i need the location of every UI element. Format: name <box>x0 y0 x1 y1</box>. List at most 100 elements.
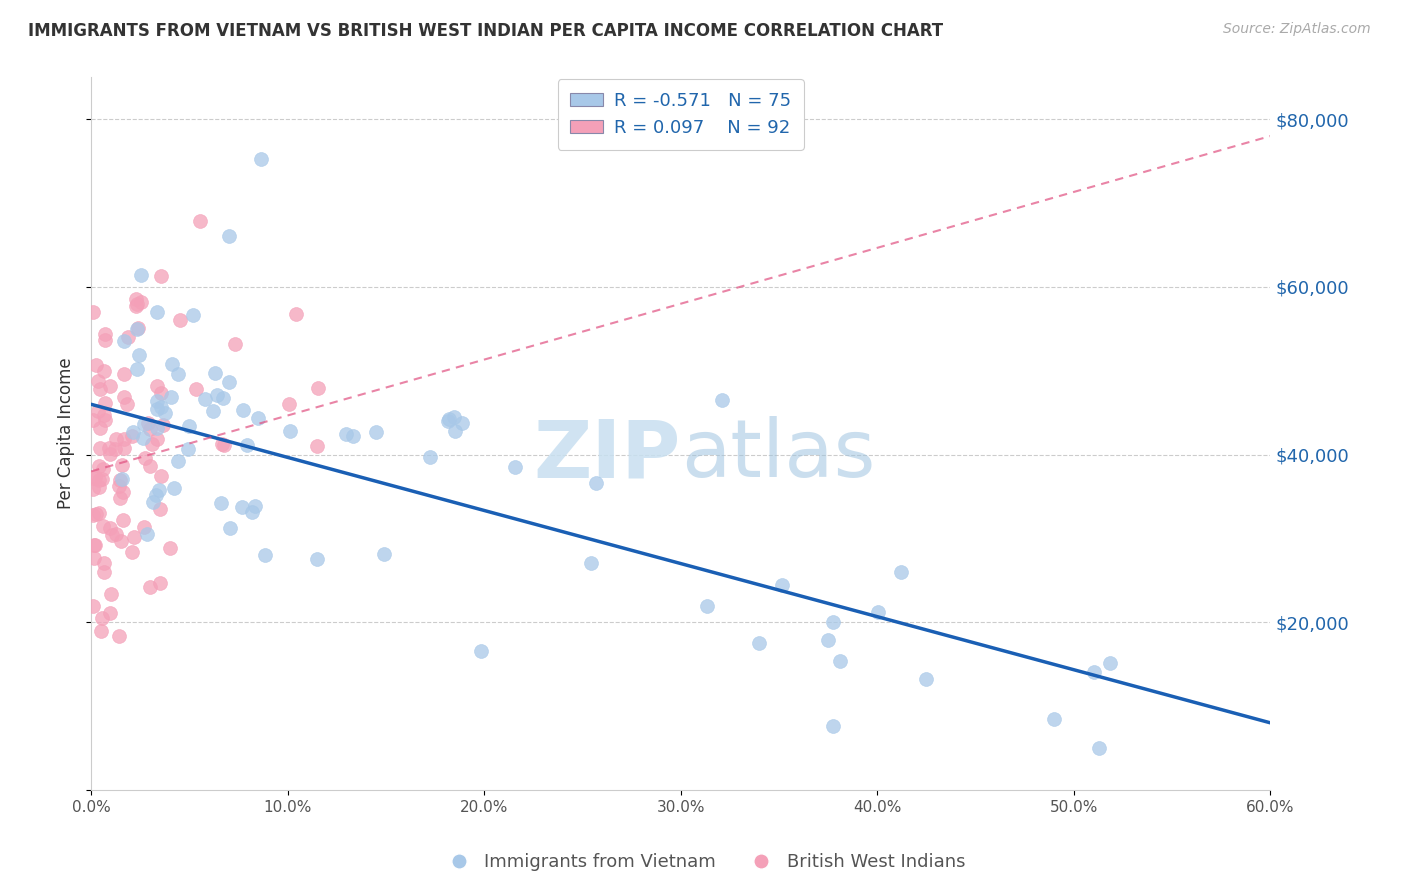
Point <box>437 414 460 428</box>
Point <box>218 229 240 244</box>
Point <box>503 459 526 474</box>
Point <box>166 367 188 381</box>
Point <box>211 437 233 451</box>
Point <box>419 450 441 464</box>
Point <box>82 471 104 485</box>
Point <box>437 411 460 425</box>
Point <box>89 382 111 396</box>
Point <box>94 396 117 410</box>
Point <box>83 550 105 565</box>
Point <box>1098 656 1121 670</box>
Point <box>1083 665 1105 679</box>
Point <box>83 538 105 552</box>
Point <box>127 320 149 334</box>
Point <box>177 419 200 434</box>
Point <box>112 484 135 499</box>
Point <box>149 385 172 400</box>
Point <box>108 473 131 487</box>
Point <box>145 394 167 409</box>
Point <box>245 499 267 513</box>
Point <box>107 629 129 643</box>
Point <box>141 437 163 451</box>
Y-axis label: Per Capita Income: Per Capita Income <box>58 358 75 509</box>
Point <box>155 406 177 420</box>
Point <box>218 376 240 390</box>
Point <box>104 442 127 457</box>
Point <box>89 442 111 456</box>
Point <box>89 480 111 494</box>
Text: IMMIGRANTS FROM VIETNAM VS BRITISH WEST INDIAN PER CAPITA INCOME CORRELATION CHA: IMMIGRANTS FROM VIETNAM VS BRITISH WEST … <box>28 22 943 40</box>
Point <box>82 413 104 427</box>
Point <box>98 521 121 535</box>
Point <box>93 556 115 570</box>
Text: Source: ZipAtlas.com: Source: ZipAtlas.com <box>1223 22 1371 37</box>
Point <box>152 418 174 433</box>
Point <box>184 382 207 396</box>
Point <box>111 513 134 527</box>
Point <box>87 506 110 520</box>
Point <box>82 599 104 613</box>
Point <box>149 268 172 283</box>
Point <box>443 409 465 424</box>
Point <box>335 427 357 442</box>
Point <box>146 402 169 417</box>
Point <box>82 482 104 496</box>
Point <box>364 425 387 439</box>
Point <box>470 643 492 657</box>
Point <box>231 500 253 514</box>
Point <box>443 424 465 438</box>
Point <box>111 458 134 472</box>
Point <box>205 388 228 402</box>
Point <box>159 541 181 555</box>
Point <box>188 214 211 228</box>
Point <box>148 483 170 497</box>
Point <box>181 308 204 322</box>
Point <box>134 520 156 534</box>
Point <box>581 556 603 570</box>
Point <box>890 565 912 579</box>
Legend: R = -0.571   N = 75, R = 0.097    N = 92: R = -0.571 N = 75, R = 0.097 N = 92 <box>558 79 804 150</box>
Point <box>249 153 271 167</box>
Point <box>112 441 135 455</box>
Point <box>240 505 263 519</box>
Point <box>1042 712 1064 726</box>
Point <box>97 441 120 455</box>
Point <box>98 606 121 620</box>
Point <box>134 417 156 432</box>
Point <box>93 333 115 347</box>
Point <box>770 578 793 592</box>
Point <box>1087 740 1109 755</box>
Point <box>121 545 143 559</box>
Point <box>224 337 246 351</box>
Point <box>748 636 770 650</box>
Point <box>112 334 135 348</box>
Point <box>93 409 115 423</box>
Point <box>112 432 135 446</box>
Point <box>122 530 145 544</box>
Point <box>278 424 301 438</box>
Point <box>117 330 139 344</box>
Point <box>101 528 124 542</box>
Point <box>209 496 232 510</box>
Point <box>212 391 235 405</box>
Point <box>219 521 242 535</box>
Point <box>110 534 132 549</box>
Point <box>128 348 150 362</box>
Text: ZIP: ZIP <box>533 416 681 494</box>
Point <box>305 439 328 453</box>
Point <box>107 478 129 492</box>
Point <box>139 422 162 436</box>
Point <box>89 421 111 435</box>
Point <box>105 432 128 446</box>
Point <box>169 312 191 326</box>
Point <box>112 367 135 381</box>
Point <box>91 462 114 476</box>
Point <box>83 539 105 553</box>
Point <box>149 469 172 483</box>
Point <box>146 305 169 319</box>
Point <box>146 421 169 435</box>
Point <box>232 402 254 417</box>
Point <box>711 393 734 408</box>
Point <box>100 587 122 601</box>
Text: atlas: atlas <box>681 416 875 494</box>
